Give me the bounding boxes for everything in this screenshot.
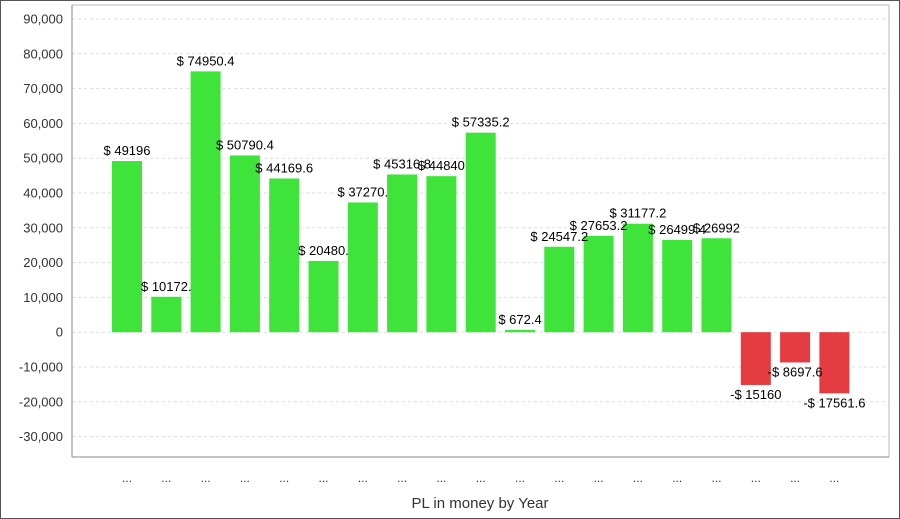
bar bbox=[622, 223, 653, 333]
bar bbox=[780, 332, 811, 363]
data-label: $ 10172. bbox=[141, 279, 192, 294]
data-label: $ 74950.4 bbox=[177, 53, 235, 68]
data-label: $ 26992 bbox=[693, 220, 740, 235]
bar bbox=[662, 239, 693, 333]
data-label: $ 27653.2 bbox=[570, 218, 628, 233]
x-axis-title: PL in money by Year bbox=[411, 495, 548, 512]
bar bbox=[308, 260, 339, 333]
data-label: $ 24547.2 bbox=[530, 229, 588, 244]
data-label: $ 49196 bbox=[104, 143, 151, 158]
x-category-label: ... bbox=[436, 471, 446, 485]
x-category-label: ... bbox=[594, 471, 604, 485]
x-category-label: ... bbox=[554, 471, 564, 485]
bar bbox=[819, 332, 850, 394]
data-label: $ 672.4 bbox=[498, 312, 541, 327]
x-category-label: ... bbox=[201, 471, 211, 485]
y-tick-label: 10,000 bbox=[23, 290, 63, 305]
x-category-label: ... bbox=[829, 471, 839, 485]
data-label: $ 31177.2 bbox=[609, 206, 666, 221]
x-category-label: ... bbox=[476, 471, 486, 485]
data-label: $ 44169.6 bbox=[255, 160, 313, 175]
x-category-label: ... bbox=[633, 471, 643, 485]
bar bbox=[151, 296, 182, 333]
bar bbox=[426, 176, 457, 333]
bar bbox=[112, 160, 142, 333]
data-label: -$ 8697.6 bbox=[768, 364, 823, 379]
bar bbox=[465, 132, 496, 333]
y-tick-label: 60,000 bbox=[23, 116, 63, 131]
data-label: $ 44840 bbox=[418, 158, 465, 173]
y-tick-label: -10,000 bbox=[19, 360, 63, 375]
y-tick-label: -20,000 bbox=[19, 394, 63, 409]
y-tick-label: 50,000 bbox=[23, 151, 63, 166]
x-category-label: ... bbox=[122, 471, 132, 485]
data-label: $ 37270. bbox=[337, 185, 388, 200]
data-label: $ 26499.4 bbox=[648, 222, 706, 237]
bar bbox=[701, 238, 732, 333]
bar bbox=[583, 235, 614, 333]
bar bbox=[269, 178, 300, 333]
x-category-label: ... bbox=[397, 471, 407, 485]
x-category-label: ... bbox=[751, 471, 761, 485]
x-category-label: ... bbox=[358, 471, 368, 485]
y-tick-label: 20,000 bbox=[23, 255, 63, 270]
x-category-label: ... bbox=[711, 471, 721, 485]
x-category-label: ... bbox=[240, 471, 250, 485]
bars bbox=[112, 71, 850, 394]
data-label: $ 50790.4 bbox=[216, 137, 274, 152]
bar bbox=[544, 246, 575, 333]
y-tick-label: -30,000 bbox=[19, 429, 63, 444]
bar bbox=[229, 155, 260, 333]
y-tick-label: 30,000 bbox=[23, 220, 63, 235]
x-category-label: ... bbox=[515, 471, 525, 485]
data-label: -$ 15160 bbox=[730, 387, 781, 402]
data-labels: $ 49196 $ 10172. $ 74950.4 $ 50790.4 $ 44169… bbox=[104, 53, 866, 410]
bar bbox=[740, 332, 771, 385]
x-category-label: ... bbox=[318, 471, 328, 485]
data-label: $ 45316.8 bbox=[373, 156, 431, 171]
y-tick-label: 80,000 bbox=[23, 46, 63, 61]
bar bbox=[190, 71, 221, 333]
y-tick-label: 90,000 bbox=[23, 12, 63, 27]
y-tick-label: 40,000 bbox=[23, 186, 63, 201]
data-label: $ 20480. bbox=[298, 243, 349, 258]
data-label: -$ 17561.6 bbox=[803, 395, 865, 410]
data-label: $ 57335.2 bbox=[452, 115, 510, 130]
bar bbox=[505, 329, 535, 333]
y-axis-tick-labels: 90,000 80,000 70,000 60,000 50,000 40,000 30,0… bbox=[19, 12, 63, 445]
x-category-label: ... bbox=[161, 471, 171, 485]
bar bbox=[347, 202, 378, 333]
y-tick-label: 70,000 bbox=[23, 81, 63, 96]
x-category-label: ... bbox=[672, 471, 682, 485]
y-tick-label: 0 bbox=[56, 325, 63, 340]
bar bbox=[387, 174, 418, 333]
x-category-label: ... bbox=[279, 471, 289, 485]
x-axis-category-labels: ........................................… bbox=[122, 471, 839, 485]
x-category-label: ... bbox=[790, 471, 800, 485]
